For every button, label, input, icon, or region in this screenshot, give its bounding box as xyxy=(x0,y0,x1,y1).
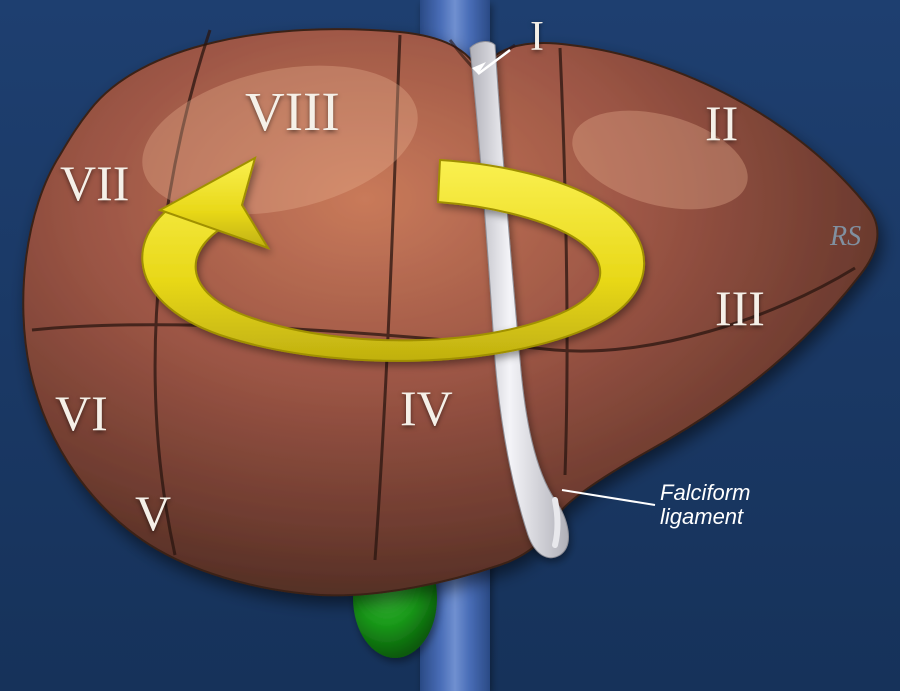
label-VI: VI xyxy=(55,385,108,441)
label-V: V xyxy=(135,485,171,541)
svg-text:ligament: ligament xyxy=(660,504,744,529)
label-III: III xyxy=(715,280,765,336)
artist-signature: RS xyxy=(829,221,861,252)
svg-text:Falciform: Falciform xyxy=(660,480,750,505)
label-IV: IV xyxy=(400,380,453,436)
label-VII: VII xyxy=(60,155,129,211)
label-I: I xyxy=(530,14,544,60)
label-VIII: VIII xyxy=(245,81,340,142)
label-II: II xyxy=(705,95,738,151)
falciform-annotation: Falciform ligament xyxy=(660,480,750,529)
